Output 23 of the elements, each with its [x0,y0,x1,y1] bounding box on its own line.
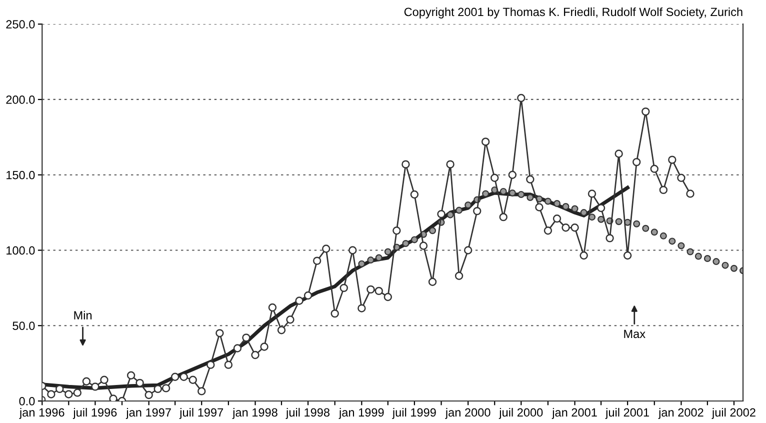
annotation: Max [624,330,646,338]
annotation: Min [74,310,92,320]
x-tick-label: juil 2000 [498,408,543,419]
x-tick-label: jan 2001 [552,408,597,419]
x-tick-label: juil 1999 [392,408,436,419]
x-tick-label: jan 2000 [445,408,490,419]
x-tick-label: juil 2002 [712,408,756,419]
y-tick-label: 100.0 [6,246,35,255]
y-tick-label: 0.0 [19,397,35,406]
x-tick-label: juil 1998 [286,408,330,419]
text: Copyright 2001 by Thomas K. Friedli, Rudolf Wolf Society, Zurich [404,7,742,18]
x-tick-label: jan 1998 [232,408,278,419]
y-tick-label: 250.0 [6,20,35,29]
y-tick-label: 150.0 [6,170,35,180]
x-tick-label: juil 2001 [605,408,649,419]
y-tick-label: 50.0 [12,322,35,330]
x-tick-label: jan 1999 [338,408,384,419]
x-tick-label: jan 2002 [658,408,704,419]
x-tick-label: juil 1997 [179,408,224,419]
x-tick-label: juil 1996 [72,408,117,419]
y-tick-label: 200.0 [6,96,35,104]
x-tick-label: jan 1996 [19,408,64,419]
x-tick-label: jan 1997 [126,408,171,419]
